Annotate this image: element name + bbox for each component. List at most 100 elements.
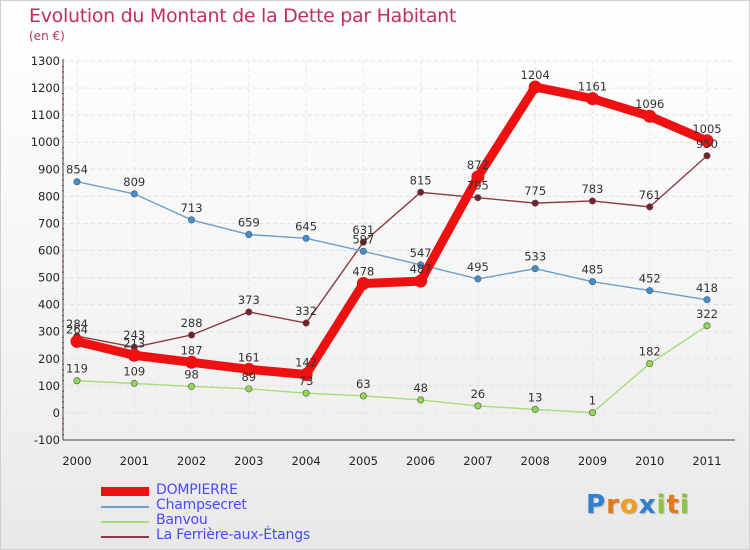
legend-swatch <box>101 535 149 538</box>
data-point <box>359 392 367 400</box>
logo-letter: o <box>619 490 639 520</box>
data-point <box>245 231 253 239</box>
data-label: 452 <box>639 272 661 286</box>
data-label: 48 <box>413 381 428 395</box>
legend-swatch <box>101 505 149 508</box>
data-label: 187 <box>181 343 203 357</box>
data-point <box>646 360 654 368</box>
data-point <box>588 278 596 286</box>
x-tick-label: 2011 <box>692 454 721 468</box>
data-label: 1096 <box>635 97 664 111</box>
data-point <box>588 197 596 205</box>
data-point <box>302 234 310 242</box>
data-label: 659 <box>238 216 260 230</box>
data-point <box>414 274 428 288</box>
y-tick-label: 1000 <box>31 135 60 149</box>
logo-letter: P <box>586 490 607 520</box>
data-label: 783 <box>581 182 603 196</box>
series-lines <box>72 82 712 414</box>
data-point <box>242 362 256 376</box>
data-points <box>70 80 714 417</box>
series-line <box>76 325 708 414</box>
logo-letter: i <box>656 490 667 520</box>
y-tick-label: 400 <box>38 298 60 312</box>
legend-label: Banvou <box>156 512 208 528</box>
data-point <box>245 308 253 316</box>
logo-letter: x <box>638 490 657 520</box>
data-point <box>703 322 711 330</box>
data-label: 13 <box>528 390 543 404</box>
data-label: 495 <box>467 260 489 274</box>
data-point <box>703 296 711 304</box>
data-label: 89 <box>241 370 256 384</box>
data-label: 182 <box>639 345 661 359</box>
data-label: 547 <box>410 246 432 260</box>
data-point <box>700 134 714 148</box>
data-label: 1161 <box>578 80 607 94</box>
data-label: 109 <box>123 364 145 378</box>
legend-swatch <box>101 520 149 523</box>
data-point <box>188 331 196 339</box>
data-point <box>188 216 196 224</box>
data-point <box>417 188 425 196</box>
data-point <box>703 152 711 160</box>
data-point <box>531 199 539 207</box>
series-line <box>76 155 708 348</box>
data-point <box>474 194 482 202</box>
data-label: 213 <box>123 336 145 350</box>
y-tick-label: -100 <box>34 433 60 447</box>
data-point <box>531 265 539 273</box>
chart-subtitle: (en €) <box>29 29 65 43</box>
data-label: 332 <box>295 304 317 318</box>
data-label: 597 <box>352 232 374 246</box>
data-label: 1204 <box>521 68 550 82</box>
legend-label: La Ferrière-aux-Étangs <box>156 527 310 543</box>
data-label: 645 <box>295 219 317 233</box>
axes: -100010020030040050060070080090010001100… <box>31 54 735 468</box>
data-label: 73 <box>299 374 314 388</box>
data-label: 418 <box>696 281 718 295</box>
data-point <box>73 178 81 186</box>
data-point <box>471 170 485 184</box>
x-tick-label: 2001 <box>120 454 149 468</box>
data-label: 119 <box>66 362 88 376</box>
y-tick-label: 1300 <box>31 54 60 68</box>
x-tick-label: 2006 <box>406 454 435 468</box>
data-label: 98 <box>184 367 199 381</box>
data-point <box>130 379 138 387</box>
logo-letter: t <box>666 490 680 520</box>
data-point <box>299 367 313 381</box>
data-point <box>356 277 370 291</box>
data-point <box>185 355 199 369</box>
x-tick-label: 2009 <box>578 454 607 468</box>
data-point <box>302 319 310 327</box>
data-point <box>585 92 599 106</box>
data-point <box>417 396 425 404</box>
y-tick-label: 800 <box>38 189 60 203</box>
data-point <box>528 80 542 94</box>
data-label: 631 <box>352 223 374 237</box>
data-label: 322 <box>696 307 718 321</box>
y-tick-label: 0 <box>53 406 60 420</box>
legend-label: Champsecret <box>156 497 247 513</box>
data-point <box>474 275 482 283</box>
y-tick-label: 700 <box>38 216 60 230</box>
data-label: 288 <box>181 316 203 330</box>
x-tick-label: 2004 <box>291 454 320 468</box>
data-point <box>302 389 310 397</box>
x-tick-label: 2000 <box>62 454 91 468</box>
x-tick-label: 2005 <box>349 454 378 468</box>
data-label: 161 <box>238 350 260 364</box>
legend-swatch <box>101 487 149 496</box>
data-label: 1005 <box>692 122 721 136</box>
data-label: 1 <box>589 394 596 408</box>
legend-label: DOMPIERRE <box>156 482 238 498</box>
x-tick-label: 2002 <box>177 454 206 468</box>
data-point <box>474 402 482 410</box>
logo-letter: r <box>606 490 620 520</box>
y-tick-label: 300 <box>38 325 60 339</box>
data-point <box>188 382 196 390</box>
x-tick-label: 2008 <box>521 454 550 468</box>
